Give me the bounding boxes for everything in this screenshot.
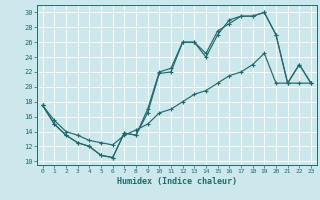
X-axis label: Humidex (Indice chaleur): Humidex (Indice chaleur)	[117, 177, 237, 186]
